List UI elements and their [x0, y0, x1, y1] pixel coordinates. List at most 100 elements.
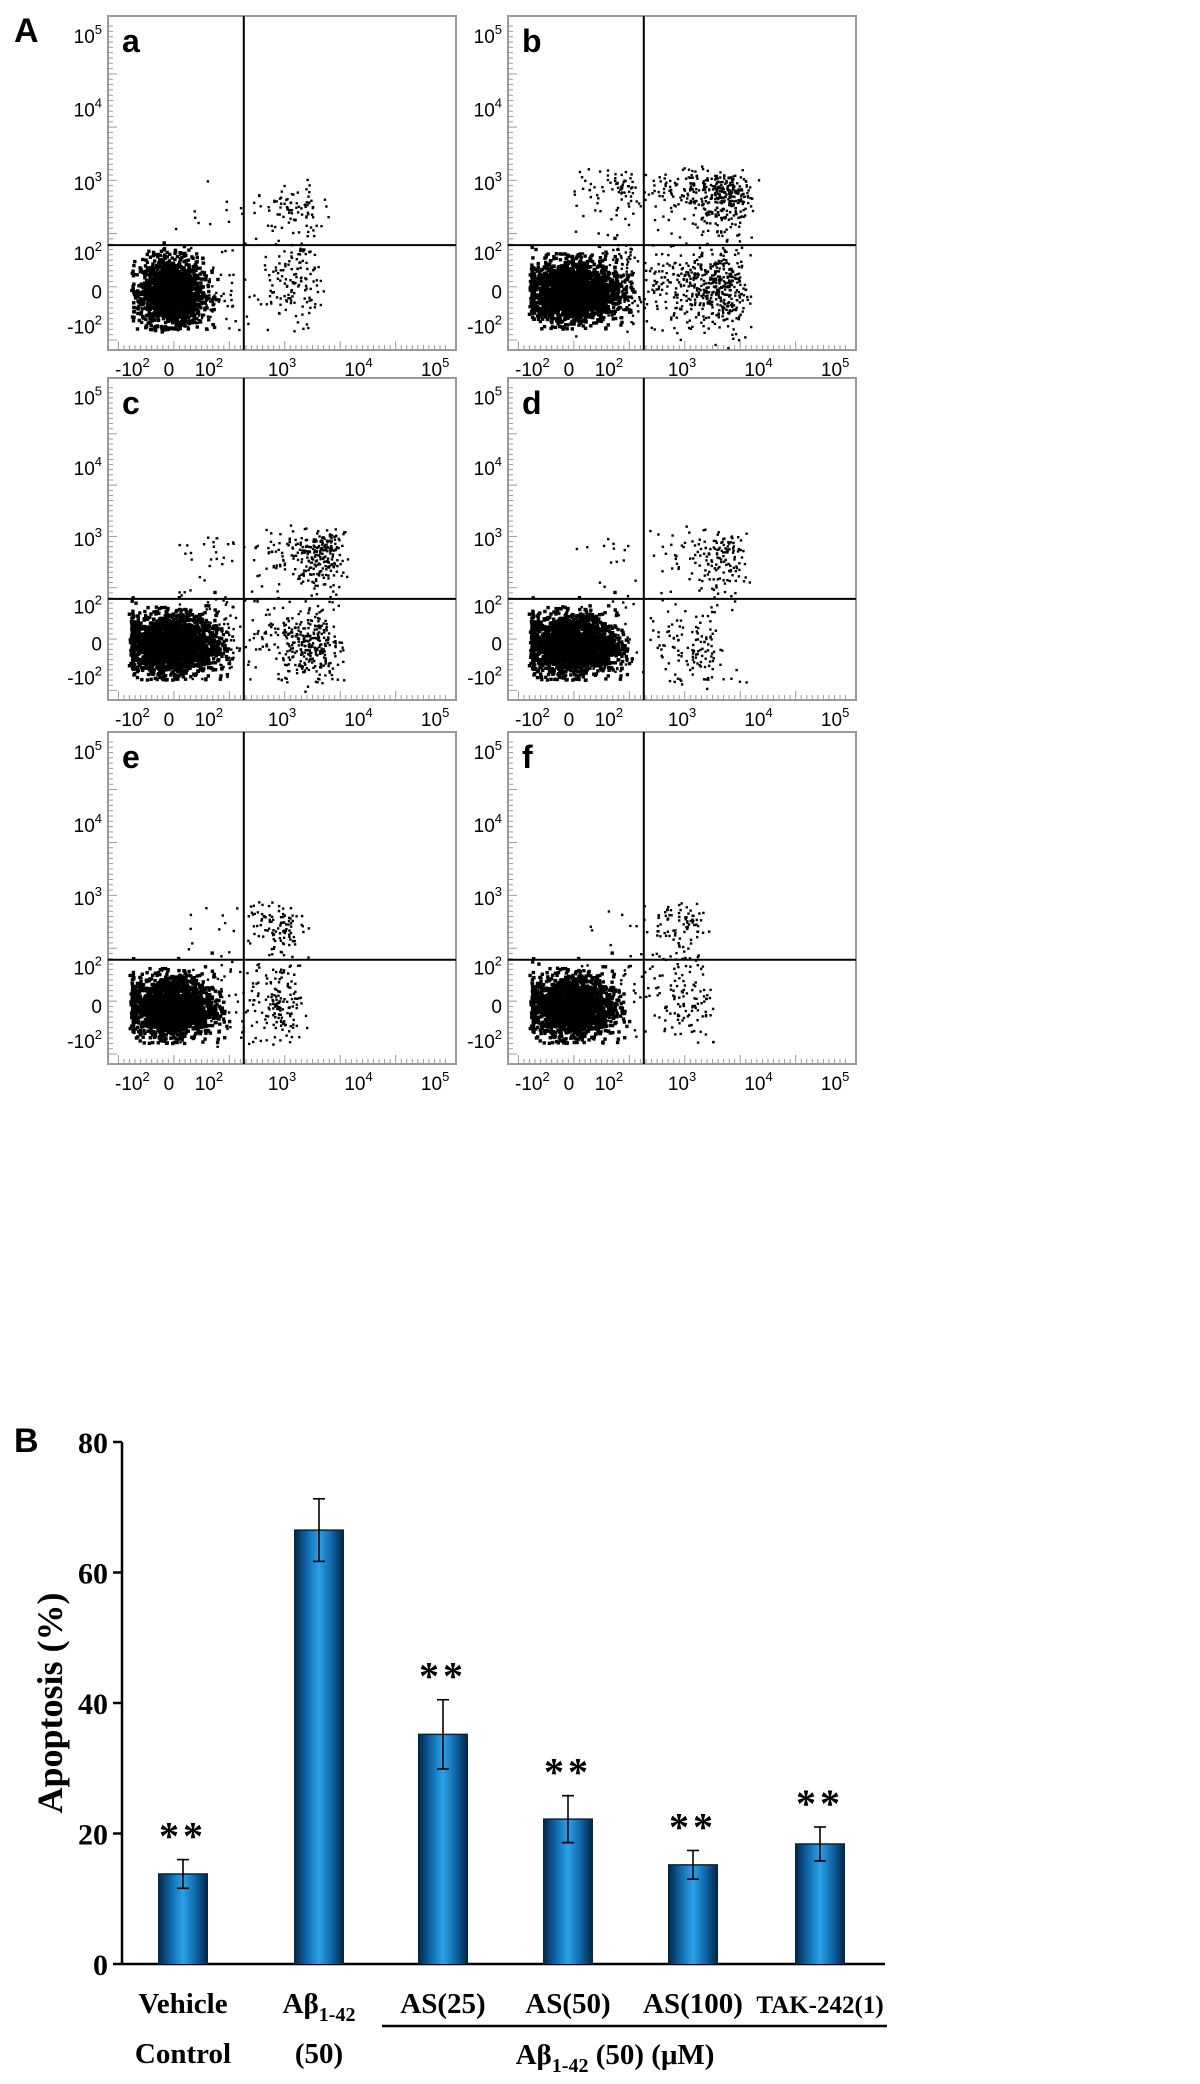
- data-point: [135, 327, 140, 331]
- data-point: [296, 211, 300, 214]
- data-point: [277, 311, 281, 315]
- data-point: [575, 271, 579, 276]
- data-point: [542, 309, 546, 314]
- data-point: [193, 296, 197, 300]
- data-point: [611, 310, 614, 314]
- data-point: [700, 264, 703, 267]
- data-point: [165, 250, 169, 255]
- data-point: [714, 261, 717, 264]
- data-point: [603, 307, 607, 312]
- data-point: [532, 317, 536, 321]
- data-point: [548, 262, 552, 266]
- data-point: [702, 304, 705, 307]
- data-point: [176, 329, 179, 332]
- data-point: [616, 275, 620, 279]
- data-point: [539, 287, 543, 292]
- data-point: [239, 206, 243, 210]
- data-point: [132, 282, 136, 286]
- data-point: [177, 307, 180, 310]
- data-point: [302, 327, 305, 330]
- data-point: [558, 317, 562, 321]
- data-point: [564, 317, 568, 321]
- data-point: [693, 285, 696, 288]
- data-point: [299, 249, 302, 253]
- data-point: [577, 323, 581, 327]
- data-point: [612, 311, 617, 316]
- data-point: [675, 316, 678, 319]
- data-point: [586, 265, 590, 270]
- data-point: [568, 285, 572, 289]
- data-point: [717, 312, 720, 315]
- data-point: [308, 190, 311, 194]
- data-point: [276, 213, 279, 216]
- data-point: [563, 303, 568, 307]
- data-point: [201, 300, 204, 303]
- data-point: [631, 282, 634, 285]
- data-point: [147, 249, 151, 253]
- data-point: [712, 285, 716, 288]
- data-point: [202, 270, 206, 275]
- data-point: [633, 290, 637, 294]
- data-point: [739, 176, 743, 179]
- data-point: [308, 311, 311, 315]
- data-point: [299, 279, 303, 283]
- data-point: [689, 277, 692, 280]
- data-point: [540, 274, 544, 278]
- data-point: [154, 285, 158, 289]
- data-point: [623, 278, 627, 282]
- data-point: [212, 325, 217, 330]
- data-point: [152, 325, 157, 330]
- data-point: [530, 245, 534, 250]
- data-point: [551, 295, 555, 300]
- data-point: [704, 270, 707, 273]
- data-point: [604, 297, 608, 301]
- data-point: [167, 266, 171, 270]
- data-point: [196, 298, 200, 301]
- data-point: [595, 293, 599, 298]
- data-point: [158, 266, 162, 270]
- data-point: [146, 268, 150, 273]
- data-point: [592, 262, 596, 266]
- data-point: [556, 277, 560, 282]
- data-point: [142, 283, 146, 288]
- data-point: [169, 303, 173, 307]
- data-point: [601, 278, 605, 281]
- data-point: [186, 325, 190, 329]
- data-point: [201, 295, 204, 298]
- data-point: [574, 274, 578, 278]
- data-point: [163, 296, 167, 301]
- data-point: [713, 277, 716, 280]
- data-point: [137, 304, 141, 309]
- data-point: [666, 285, 669, 288]
- data-point: [279, 279, 282, 282]
- data-point: [577, 279, 582, 283]
- data-point: [687, 273, 690, 276]
- data-point: [187, 263, 191, 266]
- data-point: [163, 265, 168, 269]
- data-point: [181, 271, 185, 276]
- data-point: [181, 316, 185, 319]
- data-point: [623, 287, 627, 290]
- data-point: [597, 306, 600, 309]
- data-point: [604, 265, 608, 270]
- data-point: [188, 291, 193, 295]
- data-point: [546, 296, 551, 300]
- data-point: [606, 273, 611, 277]
- data-point: [159, 249, 164, 253]
- data-point: [694, 301, 697, 304]
- data-point: [552, 301, 556, 306]
- data-point: [671, 267, 675, 270]
- data-point: [164, 291, 168, 296]
- data-point: [231, 304, 235, 308]
- data-point: [170, 261, 175, 266]
- data-point: [273, 225, 277, 229]
- data-point: [600, 310, 604, 314]
- data-point: [581, 279, 586, 283]
- data-point: [659, 180, 662, 183]
- data-point: [203, 295, 207, 299]
- data-point: [289, 296, 292, 300]
- data-point: [629, 283, 633, 286]
- data-point: [544, 297, 548, 301]
- data-point: [598, 277, 601, 280]
- y-tick-label: -102: [67, 313, 102, 339]
